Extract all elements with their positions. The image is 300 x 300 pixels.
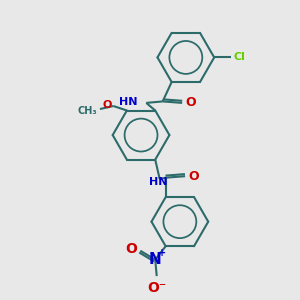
Text: Cl: Cl [233, 52, 245, 62]
Text: O: O [103, 100, 112, 110]
Text: HN: HN [119, 97, 138, 107]
Text: O: O [188, 170, 199, 183]
Text: O⁻: O⁻ [147, 280, 166, 295]
Text: CH₃: CH₃ [78, 106, 98, 116]
Text: +: + [158, 248, 166, 258]
Text: HN: HN [149, 177, 168, 187]
Text: N: N [149, 252, 162, 267]
Text: O: O [185, 96, 196, 110]
Text: O: O [125, 242, 137, 256]
